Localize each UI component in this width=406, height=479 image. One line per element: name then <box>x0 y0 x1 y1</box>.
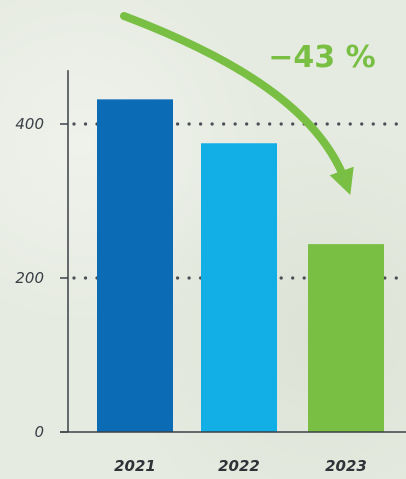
bar-2021 <box>97 99 173 432</box>
y-tick-labels: 0 200 400 <box>15 115 68 441</box>
bars <box>97 99 384 432</box>
x-tick-label: 2022 <box>218 457 260 475</box>
y-tick-label: 400 <box>15 115 44 133</box>
y-tick-label: 200 <box>15 269 44 287</box>
x-tick-label: 2023 <box>325 457 367 475</box>
x-tick-label: 2021 <box>114 457 156 475</box>
bar-2023 <box>308 244 384 432</box>
x-tick-labels: 2021 2022 2023 <box>114 457 367 475</box>
y-tick-label: 0 <box>34 423 44 441</box>
bar-2022 <box>201 143 277 432</box>
change-annotation: −43 % <box>268 40 375 75</box>
